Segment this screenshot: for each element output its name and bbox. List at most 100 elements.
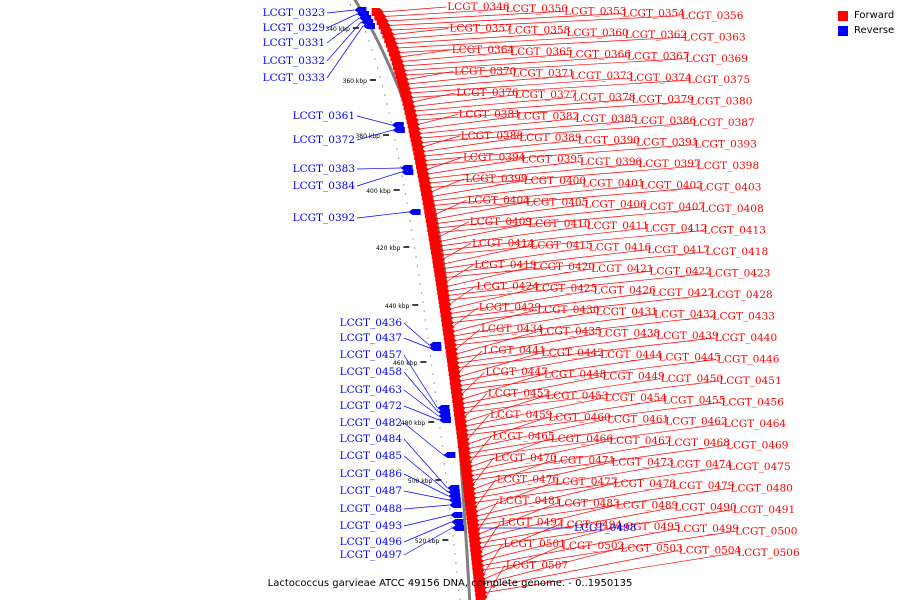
forward-gene-label[interactable]: LCGT_0495 <box>618 521 680 533</box>
forward-gene-label[interactable]: LCGT_0432 <box>654 308 716 320</box>
forward-gene-label[interactable]: LCGT_0408 <box>701 203 763 215</box>
reverse-gene-label[interactable]: LCGT_0497 <box>340 549 402 561</box>
forward-gene-label[interactable]: LCGT_0357 <box>449 22 511 34</box>
forward-gene-label[interactable]: LCGT_0390 <box>578 134 640 146</box>
forward-gene-label[interactable]: LCGT_0382 <box>517 111 579 123</box>
reverse-gene-arrow[interactable] <box>450 512 463 518</box>
forward-gene-label[interactable]: LCGT_0364 <box>452 44 515 56</box>
forward-gene-label[interactable]: LCGT_0380 <box>690 96 752 108</box>
forward-gene-label[interactable]: LCGT_0426 <box>593 285 656 297</box>
reverse-gene-label[interactable]: LCGT_0484 <box>340 433 403 445</box>
reverse-gene-label[interactable]: LCGT_0437 <box>340 332 402 344</box>
reverse-gene-label[interactable]: LCGT_0488 <box>340 503 402 515</box>
forward-gene-label[interactable]: LCGT_0454 <box>605 392 668 404</box>
forward-gene-label[interactable]: LCGT_0395 <box>521 154 583 166</box>
reverse-gene-label[interactable]: LCGT_0332 <box>263 55 325 67</box>
reverse-gene-label[interactable]: LCGT_0482 <box>340 417 402 429</box>
reverse-gene-label[interactable]: LCGT_0457 <box>340 349 402 361</box>
forward-gene-label[interactable]: LCGT_0386 <box>634 115 697 127</box>
reverse-gene-label[interactable]: LCGT_0333 <box>263 72 325 84</box>
reverse-gene-label[interactable]: LCGT_0323 <box>263 7 325 19</box>
forward-gene-label[interactable]: LCGT_0370 <box>454 65 516 77</box>
forward-gene-label[interactable]: LCGT_0445 <box>659 351 721 363</box>
forward-gene-label[interactable]: LCGT_0405 <box>526 197 588 209</box>
reverse-gene-label[interactable]: LCGT_0487 <box>340 485 402 497</box>
forward-gene-label[interactable]: LCGT_0415 <box>530 239 592 251</box>
forward-gene-label[interactable]: LCGT_0442 <box>542 347 604 359</box>
forward-gene-label[interactable]: LCGT_0373 <box>571 70 633 82</box>
forward-gene-label[interactable]: LCGT_0346 <box>447 1 510 13</box>
reverse-gene-label[interactable]: LCGT_0485 <box>340 450 402 462</box>
forward-gene-label[interactable]: LCGT_0388 <box>461 130 523 142</box>
forward-gene-label[interactable]: LCGT_0479 <box>672 480 734 492</box>
forward-gene-label[interactable]: LCGT_0369 <box>686 53 748 65</box>
forward-gene-label[interactable]: LCGT_0470 <box>494 452 556 464</box>
forward-gene-label[interactable]: LCGT_0455 <box>663 394 725 406</box>
forward-gene-label[interactable]: LCGT_0456 <box>722 396 785 408</box>
forward-gene-label[interactable]: LCGT_0483 <box>557 497 619 509</box>
forward-gene-label[interactable]: LCGT_0402 <box>641 179 703 191</box>
forward-gene-label[interactable]: LCGT_0381 <box>458 108 520 120</box>
reverse-gene-label[interactable]: LCGT_0331 <box>263 37 325 49</box>
forward-gene-label[interactable]: LCGT_0428 <box>710 289 772 301</box>
forward-gene-label[interactable]: LCGT_0461 <box>607 414 669 426</box>
forward-gene-label[interactable]: LCGT_0467 <box>609 435 671 447</box>
forward-gene-label[interactable]: LCGT_0398 <box>697 160 759 172</box>
reverse-gene-label[interactable]: LCGT_0372 <box>293 134 355 146</box>
forward-gene-label[interactable]: LCGT_0423 <box>708 268 770 280</box>
forward-gene-label[interactable]: LCGT_0500 <box>735 525 797 537</box>
reverse-gene-arrow[interactable] <box>443 452 456 458</box>
forward-gene-label[interactable]: LCGT_0444 <box>600 349 663 361</box>
forward-gene-label[interactable]: LCGT_0506 <box>737 547 800 559</box>
forward-gene-label[interactable]: LCGT_0418 <box>706 246 768 258</box>
reverse-gene-label[interactable]: LCGT_0458 <box>340 366 402 378</box>
forward-gene-label[interactable]: LCGT_0366 <box>569 48 632 60</box>
forward-gene-label[interactable]: LCGT_0401 <box>582 177 644 189</box>
reverse-gene-arrow[interactable] <box>362 23 375 29</box>
reverse-gene-label[interactable]: LCGT_0329 <box>263 22 325 34</box>
reverse-gene-arrow[interactable] <box>449 502 462 508</box>
reverse-gene-arrow[interactable] <box>451 519 464 525</box>
reverse-gene-label[interactable]: LCGT_0384 <box>293 180 356 192</box>
forward-gene-label[interactable]: LCGT_0404 <box>467 194 530 206</box>
forward-gene-label[interactable]: LCGT_0502 <box>562 540 624 552</box>
forward-gene-label[interactable]: LCGT_0353 <box>564 5 626 17</box>
forward-gene-label[interactable]: LCGT_0460 <box>548 411 610 423</box>
reverse-gene-arrow[interactable] <box>408 209 421 215</box>
forward-gene-label[interactable]: LCGT_0360 <box>566 27 628 39</box>
reverse-gene-label[interactable]: LCGT_0498 <box>574 522 636 534</box>
reverse-gene-arrow[interactable] <box>392 127 405 133</box>
forward-gene-label[interactable]: LCGT_0489 <box>616 499 678 511</box>
forward-gene-label[interactable]: LCGT_0376 <box>456 87 519 99</box>
forward-gene-label[interactable]: LCGT_0407 <box>643 201 705 213</box>
forward-gene-label[interactable]: LCGT_0363 <box>683 31 745 43</box>
forward-gene-label[interactable]: LCGT_0504 <box>679 545 742 557</box>
reverse-gene-arrow[interactable] <box>391 122 404 128</box>
forward-gene-label[interactable]: LCGT_0429 <box>479 302 541 314</box>
forward-gene-label[interactable]: LCGT_0374 <box>629 72 692 84</box>
forward-gene-label[interactable]: LCGT_0431 <box>596 306 658 318</box>
reverse-gene-label[interactable]: LCGT_0383 <box>293 163 355 175</box>
forward-gene-label[interactable]: LCGT_0499 <box>677 523 739 535</box>
reverse-gene-label[interactable]: LCGT_0436 <box>340 317 403 329</box>
forward-gene-label[interactable]: LCGT_0406 <box>584 199 647 211</box>
forward-gene-label[interactable]: LCGT_0422 <box>650 265 712 277</box>
forward-gene-label[interactable]: LCGT_0419 <box>474 259 536 271</box>
forward-gene-label[interactable]: LCGT_0452 <box>488 388 550 400</box>
forward-gene-label[interactable]: LCGT_0473 <box>611 457 673 469</box>
forward-gene-label[interactable]: LCGT_0365 <box>510 46 572 58</box>
reverse-gene-arrow[interactable] <box>438 417 451 423</box>
forward-gene-label[interactable]: LCGT_0453 <box>546 390 608 402</box>
forward-gene-label[interactable]: LCGT_0447 <box>485 366 547 378</box>
forward-gene-label[interactable]: LCGT_0459 <box>490 409 552 421</box>
forward-gene-label[interactable]: LCGT_0378 <box>573 91 635 103</box>
forward-gene-label[interactable]: LCGT_0471 <box>553 454 615 466</box>
forward-gene-label[interactable]: LCGT_0416 <box>589 242 652 254</box>
forward-gene-label[interactable]: LCGT_0501 <box>503 538 565 550</box>
reverse-gene-label[interactable]: LCGT_0496 <box>340 536 403 548</box>
forward-gene-label[interactable]: LCGT_0503 <box>620 542 682 554</box>
forward-gene-label[interactable]: LCGT_0449 <box>602 371 664 383</box>
forward-gene-label[interactable]: LCGT_0433 <box>713 311 775 323</box>
forward-gene-label[interactable]: LCGT_0399 <box>465 173 527 185</box>
forward-gene-label[interactable]: LCGT_0465 <box>492 431 554 443</box>
